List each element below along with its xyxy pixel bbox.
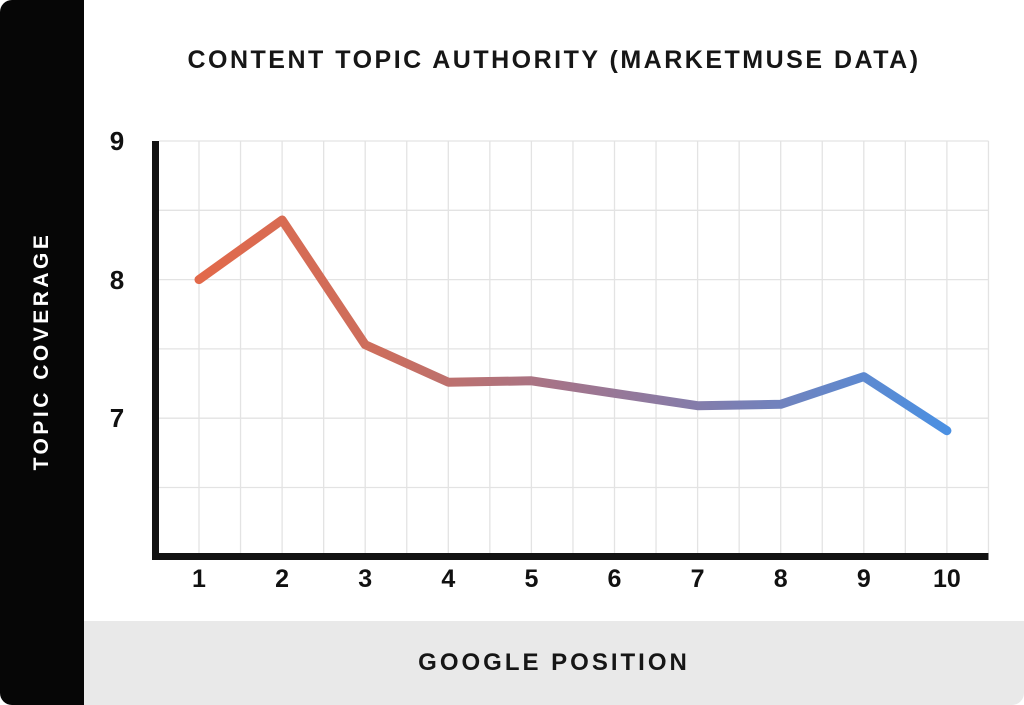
y-axis-title-band: TOPIC COVERAGE — [0, 0, 84, 705]
x-tick-label: 9 — [856, 565, 871, 593]
y-tick-label: 8 — [109, 264, 125, 295]
y-tick-label: 9 — [109, 126, 125, 156]
x-tick-label: 3 — [358, 565, 373, 593]
x-axis-title-band: GOOGLE POSITION — [84, 621, 1024, 705]
chart-plot — [152, 140, 990, 560]
y-axis-line — [152, 141, 159, 560]
y-tick-label: 7 — [109, 403, 125, 434]
x-tick-label: 8 — [773, 565, 788, 593]
x-axis-title: GOOGLE POSITION — [418, 649, 690, 676]
data-line-topic-coverage — [194, 215, 952, 436]
x-tick-label: 1 — [192, 565, 206, 593]
x-tick-label: 10 — [932, 565, 961, 593]
x-tick-label: 6 — [607, 565, 622, 593]
x-tick-label: 2 — [275, 565, 290, 593]
chart-title: CONTENT TOPIC AUTHORITY (MARKETMUSE DATA… — [187, 46, 921, 74]
y-axis-title: TOPIC COVERAGE — [30, 231, 53, 471]
x-axis-line — [152, 553, 989, 560]
x-tick-label: 7 — [690, 565, 705, 593]
x-tick-label: 4 — [441, 565, 456, 593]
x-tick-label: 5 — [524, 565, 539, 593]
